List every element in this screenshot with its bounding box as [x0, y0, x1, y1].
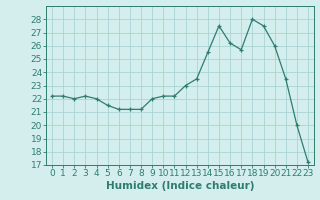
X-axis label: Humidex (Indice chaleur): Humidex (Indice chaleur): [106, 181, 254, 191]
